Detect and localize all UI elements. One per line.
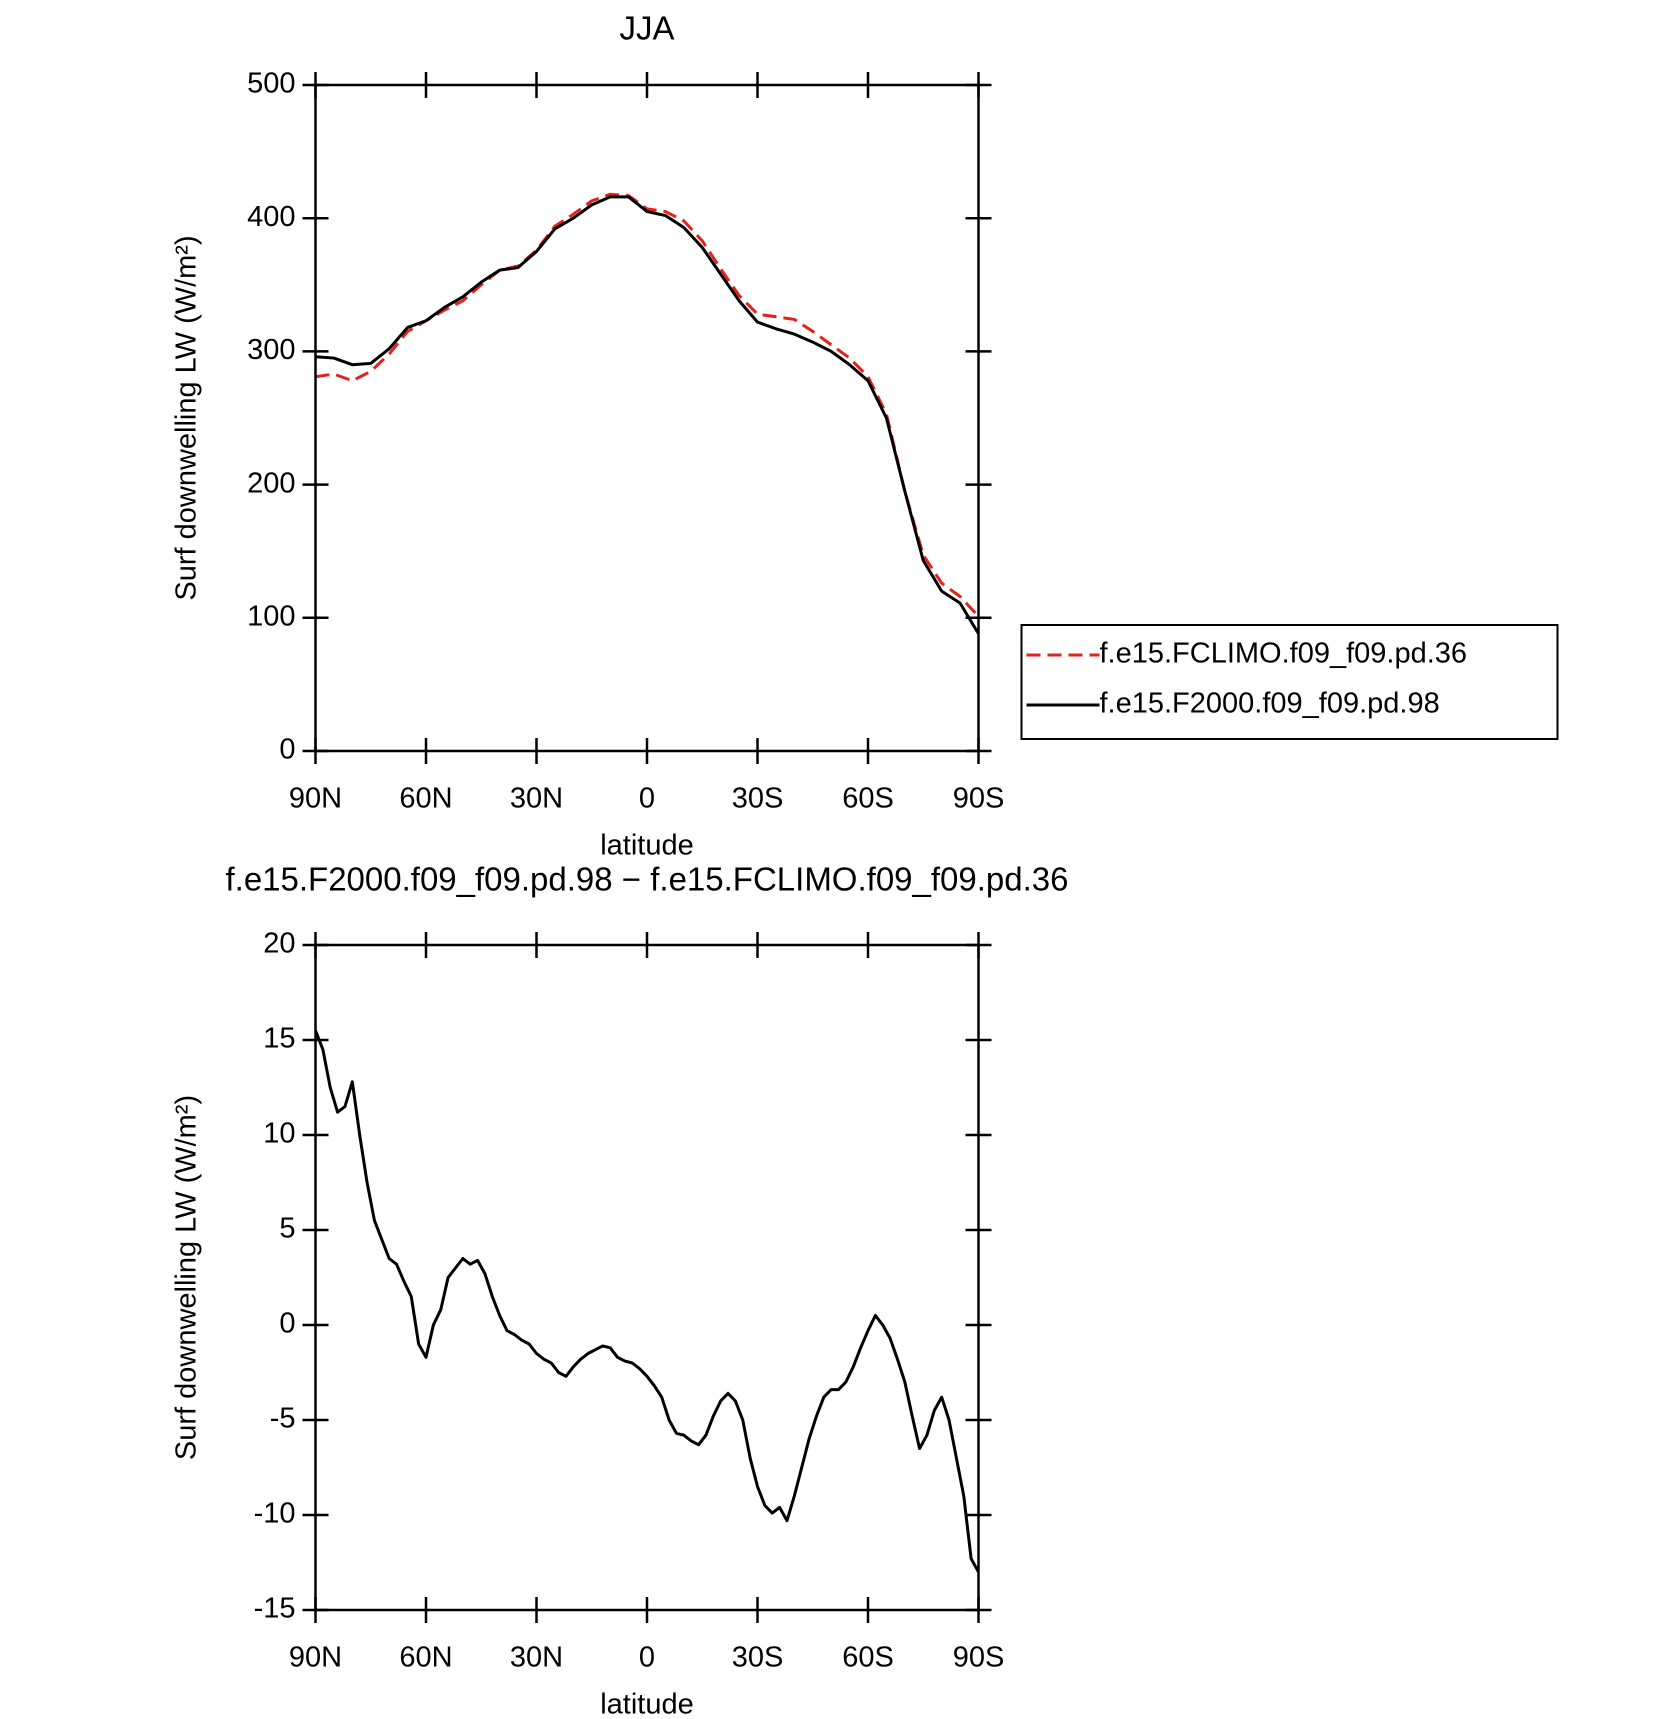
x-tick-label: 30S	[732, 1642, 784, 1674]
plot-frame	[314, 83, 980, 753]
x-tick-label: 90N	[289, 1642, 342, 1674]
x-tick-label: 60N	[399, 1642, 452, 1674]
x-tick-label: 90S	[953, 783, 1005, 815]
data-line	[315, 195, 980, 635]
x-tick-label: 90N	[289, 783, 342, 815]
y-tick-label: -5	[270, 1403, 296, 1435]
x-tick-label: 30N	[510, 1642, 563, 1674]
y-tick-label: 0	[279, 1308, 295, 1340]
y-axis-label: Surf downwelling LW (W/m²)	[171, 235, 203, 600]
x-tick-label: 30S	[732, 783, 784, 815]
x-tick-label: 0	[639, 783, 655, 815]
y-tick-label: 20	[263, 928, 295, 960]
y-tick-label: -10	[254, 1498, 296, 1530]
data-line	[314, 1029, 980, 1573]
y-tick-label: -15	[254, 1593, 296, 1625]
x-axis-label: latitude	[600, 1689, 694, 1719]
y-tick-label: 100	[247, 600, 295, 632]
chart-title: JJA	[619, 10, 674, 47]
x-tick-label: 60S	[842, 783, 894, 815]
x-tick-label: 90S	[953, 1642, 1005, 1674]
y-tick-label: 5	[279, 1213, 295, 1245]
chart-title: f.e15.F2000.f09_f09.pd.98 − f.e15.FCLIMO…	[225, 861, 1068, 898]
y-tick-label: 400	[247, 201, 295, 233]
y-axis-label: Surf downwelling LW (W/m²)	[171, 1095, 203, 1460]
y-tick-label: 300	[247, 334, 295, 366]
legend-label: f.e15.F2000.f09_f09.pd.98	[1100, 688, 1440, 720]
legend-box	[1020, 624, 1559, 740]
y-tick-label: 500	[247, 68, 295, 100]
plot-frame	[314, 943, 980, 1612]
y-tick-label: 10	[263, 1118, 295, 1150]
x-tick-label: 60N	[399, 783, 452, 815]
legend-label: f.e15.FCLIMO.f09_f09.pd.36	[1100, 638, 1468, 670]
x-tick-label: 30N	[510, 783, 563, 815]
x-tick-label: 60S	[842, 1642, 894, 1674]
y-tick-label: 200	[247, 467, 295, 499]
x-tick-label: 0	[639, 1642, 655, 1674]
x-axis-label: latitude	[600, 830, 694, 862]
y-tick-label: 15	[263, 1023, 295, 1055]
y-tick-label: 0	[279, 734, 295, 766]
